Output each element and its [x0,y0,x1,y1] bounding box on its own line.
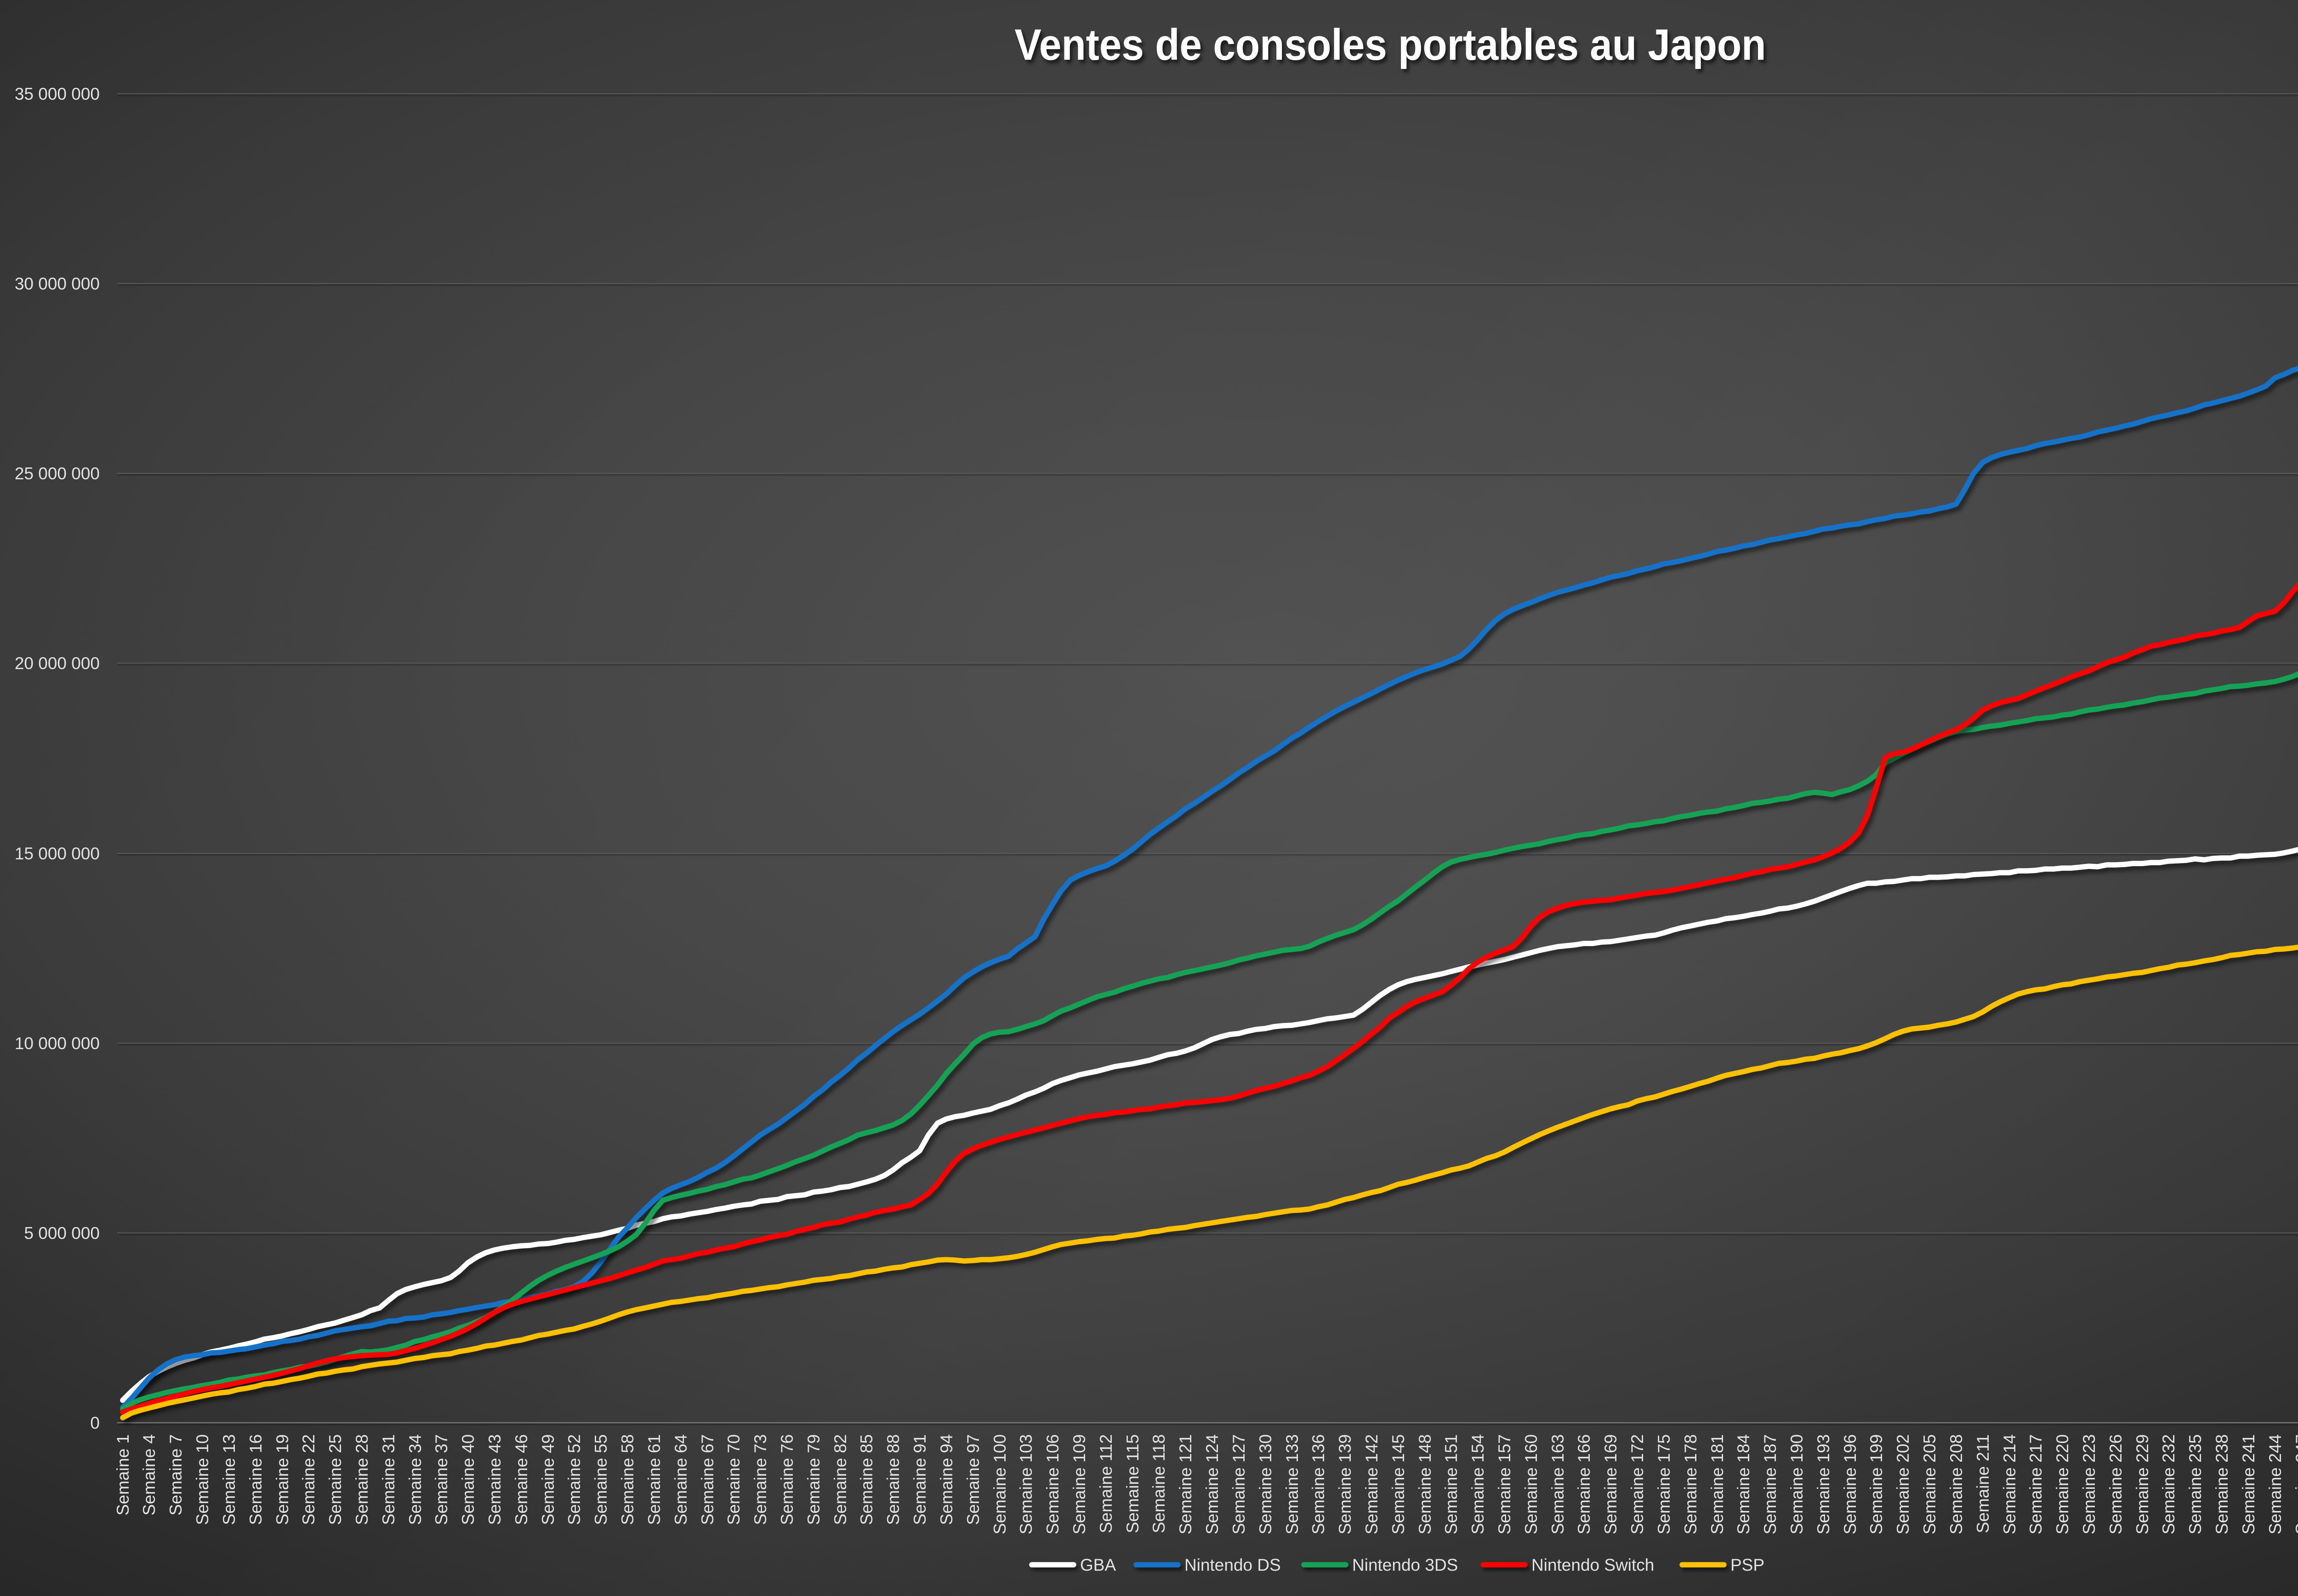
svg-text:Semaine 187: Semaine 187 [1761,1434,1780,1534]
svg-text:Semaine 127: Semaine 127 [1229,1434,1248,1534]
svg-text:Semaine 196: Semaine 196 [1841,1434,1860,1534]
svg-text:Semaine 82: Semaine 82 [831,1434,850,1525]
svg-text:Semaine 115: Semaine 115 [1123,1434,1142,1533]
svg-text:Semaine 97: Semaine 97 [964,1434,983,1525]
svg-text:Semaine 31: Semaine 31 [379,1434,398,1525]
svg-text:Semaine 175: Semaine 175 [1655,1434,1673,1534]
svg-text:Semaine 205: Semaine 205 [1920,1434,1939,1534]
svg-text:Semaine 91: Semaine 91 [910,1434,929,1525]
svg-text:Semaine 109: Semaine 109 [1070,1434,1089,1534]
svg-text:Semaine 163: Semaine 163 [1548,1434,1567,1534]
svg-text:Semaine 142: Semaine 142 [1362,1434,1381,1534]
svg-text:Semaine 25: Semaine 25 [326,1434,345,1525]
svg-text:Semaine 52: Semaine 52 [565,1434,584,1525]
svg-text:Semaine 4: Semaine 4 [140,1434,159,1516]
svg-text:15 000 000: 15 000 000 [15,844,100,863]
svg-text:Semaine 103: Semaine 103 [1017,1434,1035,1534]
svg-text:Semaine 169: Semaine 169 [1601,1434,1620,1534]
svg-text:Semaine 154: Semaine 154 [1468,1434,1487,1534]
svg-text:GBA: GBA [1080,1556,1116,1574]
svg-text:Semaine 106: Semaine 106 [1043,1434,1062,1534]
svg-text:Semaine 10: Semaine 10 [193,1434,212,1525]
svg-text:Semaine 247: Semaine 247 [2292,1434,2298,1534]
svg-text:Ventes de consoles portables a: Ventes de consoles portables au Japon [1015,20,1766,69]
svg-text:Semaine 202: Semaine 202 [1894,1434,1912,1534]
svg-text:Semaine 121: Semaine 121 [1176,1434,1195,1534]
svg-text:Nintendo Switch: Nintendo Switch [1531,1556,1654,1574]
svg-text:Semaine 148: Semaine 148 [1416,1434,1434,1534]
svg-text:Semaine 58: Semaine 58 [618,1434,637,1525]
svg-text:Nintendo DS: Nintendo DS [1184,1556,1281,1574]
svg-text:Semaine 160: Semaine 160 [1522,1434,1541,1534]
svg-text:Semaine 73: Semaine 73 [751,1434,770,1525]
svg-text:Semaine 67: Semaine 67 [698,1434,717,1525]
svg-text:Semaine 46: Semaine 46 [512,1434,531,1525]
svg-text:Semaine 133: Semaine 133 [1283,1434,1302,1534]
svg-text:Semaine 43: Semaine 43 [485,1434,504,1525]
svg-text:Semaine 199: Semaine 199 [1867,1434,1886,1534]
svg-text:Semaine 214: Semaine 214 [2000,1434,2019,1534]
svg-text:10 000 000: 10 000 000 [15,1034,100,1053]
svg-text:Semaine 100: Semaine 100 [990,1434,1009,1534]
svg-text:Semaine 88: Semaine 88 [884,1434,903,1525]
svg-text:0: 0 [90,1414,100,1432]
svg-text:Semaine 112: Semaine 112 [1097,1434,1115,1533]
svg-text:Semaine 79: Semaine 79 [804,1434,823,1525]
svg-text:Semaine 211: Semaine 211 [1974,1434,1992,1533]
svg-text:Nintendo 3DS: Nintendo 3DS [1352,1556,1458,1574]
svg-text:Semaine 136: Semaine 136 [1309,1434,1328,1534]
svg-text:Semaine 238: Semaine 238 [2213,1434,2231,1534]
svg-text:Semaine 190: Semaine 190 [1787,1434,1806,1534]
svg-text:Semaine 7: Semaine 7 [166,1434,185,1516]
svg-text:30 000 000: 30 000 000 [15,274,100,293]
svg-text:Semaine 70: Semaine 70 [724,1434,743,1525]
svg-text:Semaine 34: Semaine 34 [406,1434,425,1525]
svg-text:Semaine 40: Semaine 40 [459,1434,478,1525]
svg-text:Semaine 157: Semaine 157 [1495,1434,1514,1534]
svg-text:Semaine 19: Semaine 19 [273,1434,292,1525]
svg-text:Semaine 235: Semaine 235 [2186,1434,2205,1534]
svg-text:Semaine 232: Semaine 232 [2159,1434,2178,1534]
svg-text:Semaine 217: Semaine 217 [2026,1434,2045,1534]
svg-text:Semaine 37: Semaine 37 [432,1434,451,1525]
svg-text:Semaine 118: Semaine 118 [1149,1434,1168,1533]
svg-text:Semaine 226: Semaine 226 [2106,1434,2125,1534]
svg-text:Semaine 49: Semaine 49 [539,1434,557,1525]
svg-text:Semaine 85: Semaine 85 [857,1434,876,1525]
svg-text:Semaine 151: Semaine 151 [1442,1434,1461,1534]
svg-text:Semaine 130: Semaine 130 [1256,1434,1275,1534]
svg-text:25 000 000: 25 000 000 [15,464,100,483]
svg-text:Semaine 76: Semaine 76 [778,1434,796,1525]
svg-text:Semaine 145: Semaine 145 [1389,1434,1408,1534]
svg-text:Semaine 55: Semaine 55 [592,1434,610,1525]
svg-text:20 000 000: 20 000 000 [15,654,100,673]
svg-text:Semaine 28: Semaine 28 [353,1434,371,1525]
svg-text:Semaine 178: Semaine 178 [1681,1434,1700,1534]
svg-text:Semaine 220: Semaine 220 [2053,1434,2072,1534]
svg-text:Semaine 13: Semaine 13 [220,1434,239,1525]
svg-text:Semaine 172: Semaine 172 [1628,1434,1647,1534]
svg-text:Semaine 181: Semaine 181 [1708,1434,1727,1534]
svg-text:Semaine 208: Semaine 208 [1947,1434,1966,1534]
svg-text:35 000 000: 35 000 000 [15,85,100,103]
svg-text:Semaine 16: Semaine 16 [246,1434,265,1525]
svg-text:Semaine 241: Semaine 241 [2239,1434,2258,1534]
svg-text:Semaine 244: Semaine 244 [2266,1434,2285,1534]
svg-text:Semaine 1: Semaine 1 [114,1434,132,1516]
svg-text:Semaine 193: Semaine 193 [1814,1434,1833,1534]
svg-text:Semaine 61: Semaine 61 [645,1434,664,1525]
svg-text:Semaine 184: Semaine 184 [1734,1434,1753,1534]
svg-text:Semaine 64: Semaine 64 [671,1434,690,1525]
svg-text:5 000 000: 5 000 000 [24,1224,100,1243]
svg-text:Semaine 229: Semaine 229 [2133,1434,2152,1534]
svg-text:Semaine 223: Semaine 223 [2080,1434,2099,1534]
svg-text:Semaine 94: Semaine 94 [937,1434,956,1525]
svg-text:Semaine 166: Semaine 166 [1575,1434,1593,1534]
svg-text:PSP: PSP [1730,1556,1764,1574]
svg-text:Semaine 22: Semaine 22 [299,1434,318,1525]
svg-text:Semaine 124: Semaine 124 [1203,1434,1222,1534]
svg-text:Semaine 139: Semaine 139 [1336,1434,1354,1534]
